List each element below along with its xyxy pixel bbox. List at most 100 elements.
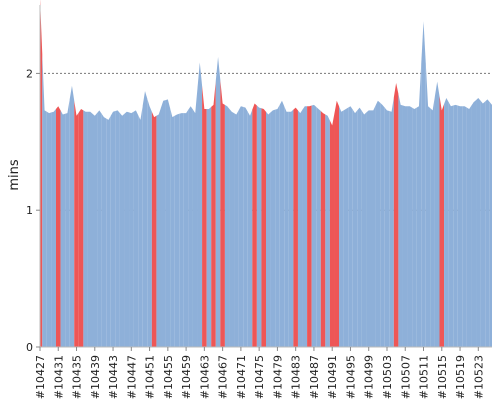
y-axis-label: mins bbox=[7, 159, 22, 191]
area-segment bbox=[215, 56, 221, 347]
area-segment bbox=[156, 107, 161, 347]
area-segment bbox=[444, 98, 449, 347]
area-segment bbox=[234, 110, 239, 347]
highlight-segment bbox=[40, 0, 43, 347]
x-tick-label: #10443 bbox=[107, 355, 120, 399]
area-segment bbox=[311, 104, 317, 347]
area-segment bbox=[197, 62, 203, 348]
area-segment bbox=[97, 110, 102, 347]
highlight-segment bbox=[261, 108, 266, 347]
axis-layer bbox=[39, 5, 492, 348]
area-segment bbox=[448, 102, 454, 348]
area-segment bbox=[352, 109, 358, 347]
area-segment bbox=[453, 104, 458, 347]
area-segment bbox=[133, 110, 139, 347]
highlight-segment bbox=[55, 106, 61, 348]
area-segment bbox=[275, 104, 280, 347]
area-segment bbox=[69, 85, 75, 347]
highlight-segment bbox=[74, 100, 79, 347]
area-segment bbox=[138, 105, 143, 347]
area-segment bbox=[297, 109, 303, 347]
area-segment bbox=[192, 87, 198, 347]
area-segment bbox=[375, 100, 381, 347]
x-tick-label: #10523 bbox=[472, 355, 485, 399]
highlight-segment bbox=[151, 111, 157, 347]
x-tick-label: #10447 bbox=[125, 355, 138, 399]
area-segment bbox=[380, 102, 385, 347]
area-segment bbox=[147, 98, 152, 347]
area-segment bbox=[115, 110, 120, 347]
area-segment bbox=[325, 114, 330, 347]
area-segment bbox=[266, 111, 271, 347]
area-segment bbox=[389, 97, 394, 347]
area-segment bbox=[302, 106, 308, 348]
highlight-segment bbox=[329, 113, 335, 348]
area-segment bbox=[284, 106, 289, 348]
area-segment bbox=[476, 98, 481, 347]
area-segment bbox=[92, 113, 98, 348]
area-segment bbox=[270, 109, 276, 347]
x-tick-label: #10515 bbox=[436, 355, 449, 399]
x-tick-label: #10459 bbox=[180, 355, 193, 399]
area-segment bbox=[407, 106, 413, 348]
area-segment bbox=[106, 115, 111, 347]
x-tick-label: #10503 bbox=[381, 355, 394, 399]
area-segment bbox=[343, 107, 349, 347]
highlight-segment bbox=[220, 80, 225, 348]
area-layer bbox=[40, 0, 492, 348]
highlight-segment bbox=[252, 103, 257, 347]
x-tick-label: #10431 bbox=[52, 355, 65, 399]
area-segment bbox=[165, 99, 171, 347]
x-tick-label: #10519 bbox=[454, 355, 467, 399]
area-segment bbox=[366, 110, 372, 347]
area-segment bbox=[398, 93, 403, 347]
x-tick-label: #10455 bbox=[162, 355, 175, 399]
area-segment bbox=[124, 111, 130, 347]
area-segment bbox=[83, 110, 88, 347]
x-tick-label: #10427 bbox=[34, 355, 47, 399]
area-segment bbox=[243, 106, 248, 347]
area-segment bbox=[51, 108, 56, 347]
area-segment bbox=[384, 107, 390, 347]
area-segment bbox=[206, 106, 212, 347]
area-segment bbox=[179, 113, 184, 348]
area-segment bbox=[224, 104, 230, 347]
area-segment bbox=[348, 106, 353, 348]
area-segment bbox=[65, 99, 70, 347]
x-tick-label: #10435 bbox=[71, 355, 84, 399]
y-tick-label: 1 bbox=[26, 204, 33, 217]
area-segment bbox=[170, 108, 175, 347]
y-ticks: 0 1 2 bbox=[26, 67, 40, 354]
area-segment bbox=[485, 99, 490, 347]
x-tick-label: #10467 bbox=[217, 355, 230, 399]
area-segment bbox=[183, 109, 189, 347]
area-segment bbox=[416, 63, 422, 347]
area-segment bbox=[421, 21, 426, 347]
area-segment bbox=[316, 106, 321, 347]
area-segment bbox=[434, 81, 440, 347]
highlight-segment bbox=[334, 100, 340, 347]
area-segment bbox=[229, 108, 235, 347]
area-segment bbox=[430, 95, 435, 347]
area-segment bbox=[119, 113, 125, 348]
area-segment bbox=[174, 113, 180, 347]
area-segment bbox=[480, 100, 486, 347]
area-segment bbox=[60, 110, 66, 347]
area-segment bbox=[412, 107, 417, 347]
highlight-segment bbox=[393, 82, 399, 347]
y-tick-label: 2 bbox=[26, 67, 33, 80]
area-segment bbox=[238, 106, 244, 348]
x-tick-label: #10451 bbox=[144, 355, 157, 399]
highlight-segment bbox=[78, 108, 84, 347]
highlight-segment bbox=[439, 95, 445, 347]
x-tick-label: #10463 bbox=[198, 355, 211, 399]
x-tick-label: #10475 bbox=[253, 355, 266, 399]
area-segment bbox=[425, 63, 431, 347]
y-tick-label: 0 bbox=[26, 341, 33, 354]
area-segment bbox=[457, 105, 463, 347]
area-segment bbox=[371, 105, 376, 347]
area-segment bbox=[160, 100, 166, 348]
area-segment bbox=[129, 111, 134, 347]
x-ticks: #10427 #10431 #10435 #10439 #10443 #10447 #104… bbox=[34, 347, 485, 399]
